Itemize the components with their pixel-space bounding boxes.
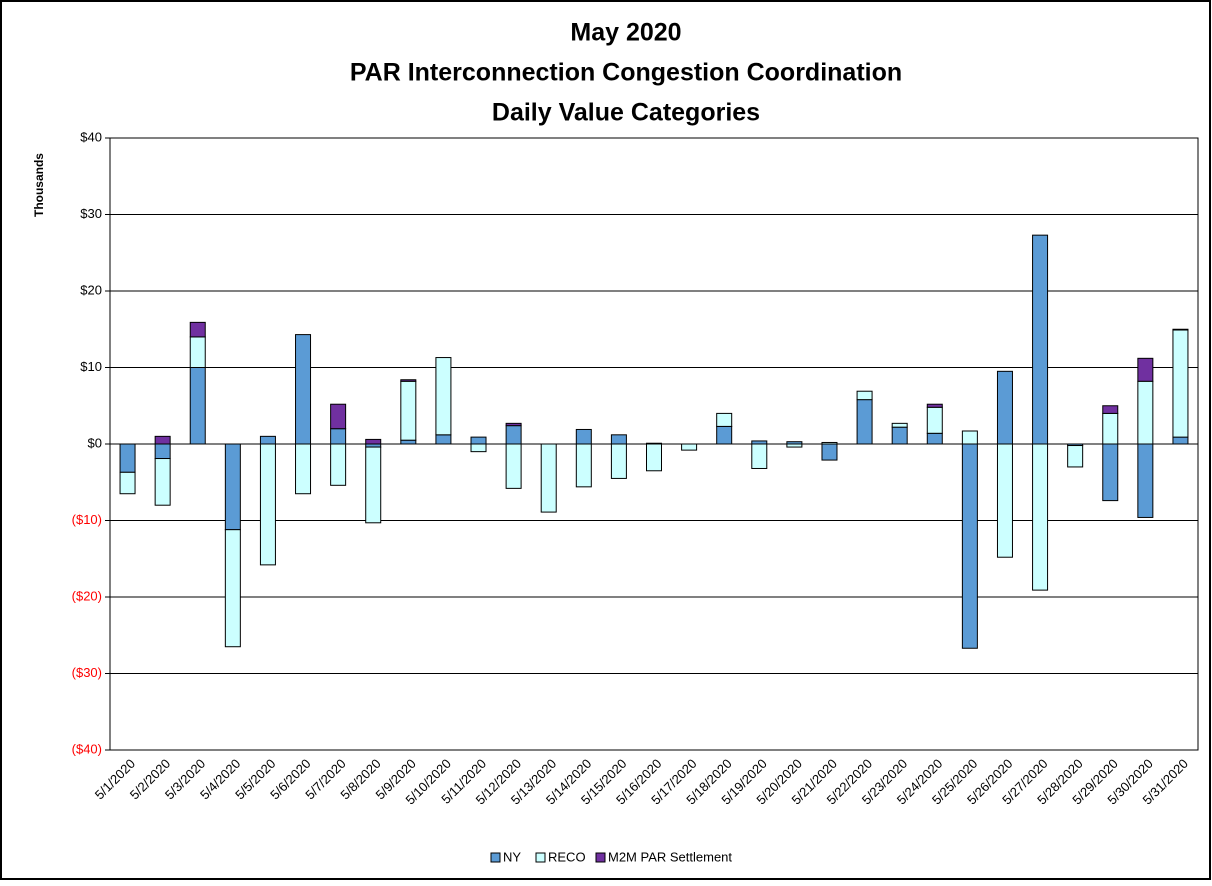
bar-segment — [786, 443, 803, 448]
bar-segment — [119, 443, 136, 473]
bar-segment — [1137, 380, 1154, 445]
bar-segment — [154, 458, 171, 506]
bar-segment — [119, 471, 136, 495]
bar-segment — [505, 443, 522, 489]
y-tick-label: $30 — [80, 206, 102, 221]
legend-swatch — [535, 852, 546, 863]
bar-segment — [926, 403, 943, 408]
bar-segment — [1172, 436, 1189, 445]
bar-segment — [400, 439, 417, 445]
bar-segment — [891, 422, 908, 428]
y-axis-label: Thousands — [32, 153, 46, 217]
bar-segment — [400, 379, 417, 382]
y-tick-label: $0 — [88, 435, 102, 450]
bar-segment — [505, 425, 522, 445]
y-tick-label: $20 — [80, 282, 102, 297]
bar-segment — [259, 443, 276, 566]
bar-segment — [224, 443, 241, 531]
bar-segment — [1067, 445, 1084, 468]
bar-segment — [1102, 443, 1119, 502]
bar-segment — [1172, 329, 1189, 438]
bar-segment — [821, 441, 838, 445]
bar-segment — [575, 428, 592, 445]
bar-segment — [751, 443, 768, 469]
bar-segment — [470, 436, 487, 445]
y-tick-label: $10 — [80, 359, 102, 374]
y-tick-label: ($20) — [72, 588, 102, 603]
bar-segment — [365, 446, 382, 524]
legend-swatch — [595, 852, 606, 863]
chart-title: PAR Interconnection Congestion Coordinat… — [350, 59, 902, 87]
y-tick-label: ($30) — [72, 665, 102, 680]
bar-segment — [821, 443, 838, 461]
bar-segment — [891, 426, 908, 445]
bar-segment — [716, 412, 733, 427]
bar-segment — [681, 443, 698, 451]
bar-segment — [996, 370, 1013, 445]
plot-area — [109, 137, 1199, 751]
bar-segment — [1032, 443, 1049, 591]
bar-segment — [856, 399, 873, 445]
bar-segment — [1137, 443, 1154, 518]
bar-segment — [470, 443, 487, 453]
bar-segment — [330, 443, 347, 486]
bar-segment — [400, 380, 417, 441]
bar-segment — [926, 432, 943, 445]
bar-segment — [189, 367, 206, 445]
bar-segment — [646, 443, 662, 472]
bar-segment — [505, 422, 522, 427]
chart-title: May 2020 — [570, 19, 681, 47]
bar-segment — [435, 357, 452, 436]
bar-segment — [295, 334, 312, 445]
bar-segment — [961, 443, 978, 649]
y-tick-label: ($40) — [72, 741, 102, 756]
bar-segment — [996, 443, 1013, 558]
bar-segment — [540, 443, 557, 513]
y-tick-label: $40 — [80, 129, 102, 144]
bar-segment — [610, 434, 627, 445]
bar-segment — [1172, 328, 1189, 331]
bar-segment — [926, 406, 943, 434]
bar-segment — [154, 443, 171, 460]
bar-segment — [189, 321, 206, 338]
bar-segment — [1137, 357, 1154, 382]
legend-label: NY — [503, 849, 521, 864]
bar-segment — [1102, 412, 1119, 445]
y-tick-label: ($10) — [72, 512, 102, 527]
bar-segment — [1032, 234, 1049, 445]
chart-title: Daily Value Categories — [492, 99, 760, 127]
bar-segment — [1102, 405, 1119, 414]
legend-label: RECO — [548, 849, 586, 864]
bar-segment — [610, 443, 627, 479]
bar-segment — [224, 529, 241, 648]
bar-segment — [154, 435, 171, 445]
bar-segment — [961, 430, 978, 445]
bar-segment — [435, 434, 452, 445]
bar-segment — [330, 428, 347, 445]
bar-segment — [189, 336, 206, 368]
legend-swatch — [490, 852, 501, 863]
bar-segment — [330, 403, 347, 430]
bar-segment — [365, 438, 382, 445]
bar-segment — [295, 443, 312, 495]
legend-label: M2M PAR Settlement — [608, 849, 732, 864]
bar-segment — [575, 443, 592, 488]
bar-segment — [856, 390, 873, 401]
bar-segment — [259, 435, 276, 445]
bar-segment — [716, 425, 733, 445]
